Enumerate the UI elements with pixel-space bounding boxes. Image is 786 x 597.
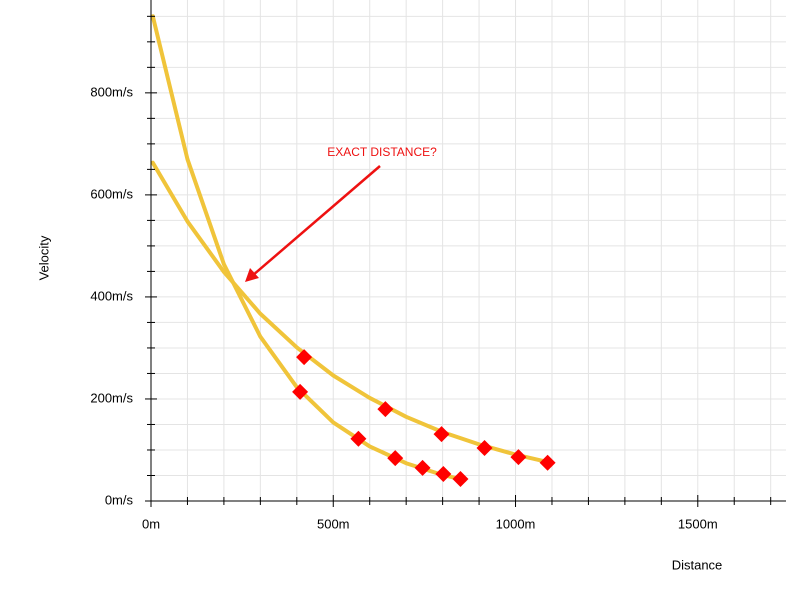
marker [476,439,493,456]
marker [433,426,450,443]
y-tick-label: 400m/s [90,288,133,303]
marker [452,471,469,488]
annotation: EXACT DISTANCE? [327,145,437,159]
y-axis-label: Velocity [36,235,51,280]
marker [539,454,556,471]
marker [377,401,394,418]
y-tick-label: 0m/s [105,492,134,507]
curve [150,160,551,465]
marker [510,449,527,466]
marker [387,450,404,467]
x-axis-label: Distance [672,557,723,572]
x-tick-label: 1500m [678,516,718,531]
marker [414,459,431,476]
x-tick-label: 500m [317,516,350,531]
y-tick-label: 800m/s [90,84,133,99]
y-tick-label: 200m/s [90,390,133,405]
annotation-arrow [251,165,381,277]
x-tick-label: 1000m [496,516,536,531]
marker [435,465,452,482]
marker [296,349,313,366]
plot-area [150,14,556,488]
y-tick-label: 600m/s [90,186,133,201]
grid [150,0,786,502]
x-tick-label: 0m [142,516,160,531]
marker [292,383,309,400]
curve [150,14,467,483]
marker [350,430,367,447]
annotation-arrowhead [245,268,259,282]
